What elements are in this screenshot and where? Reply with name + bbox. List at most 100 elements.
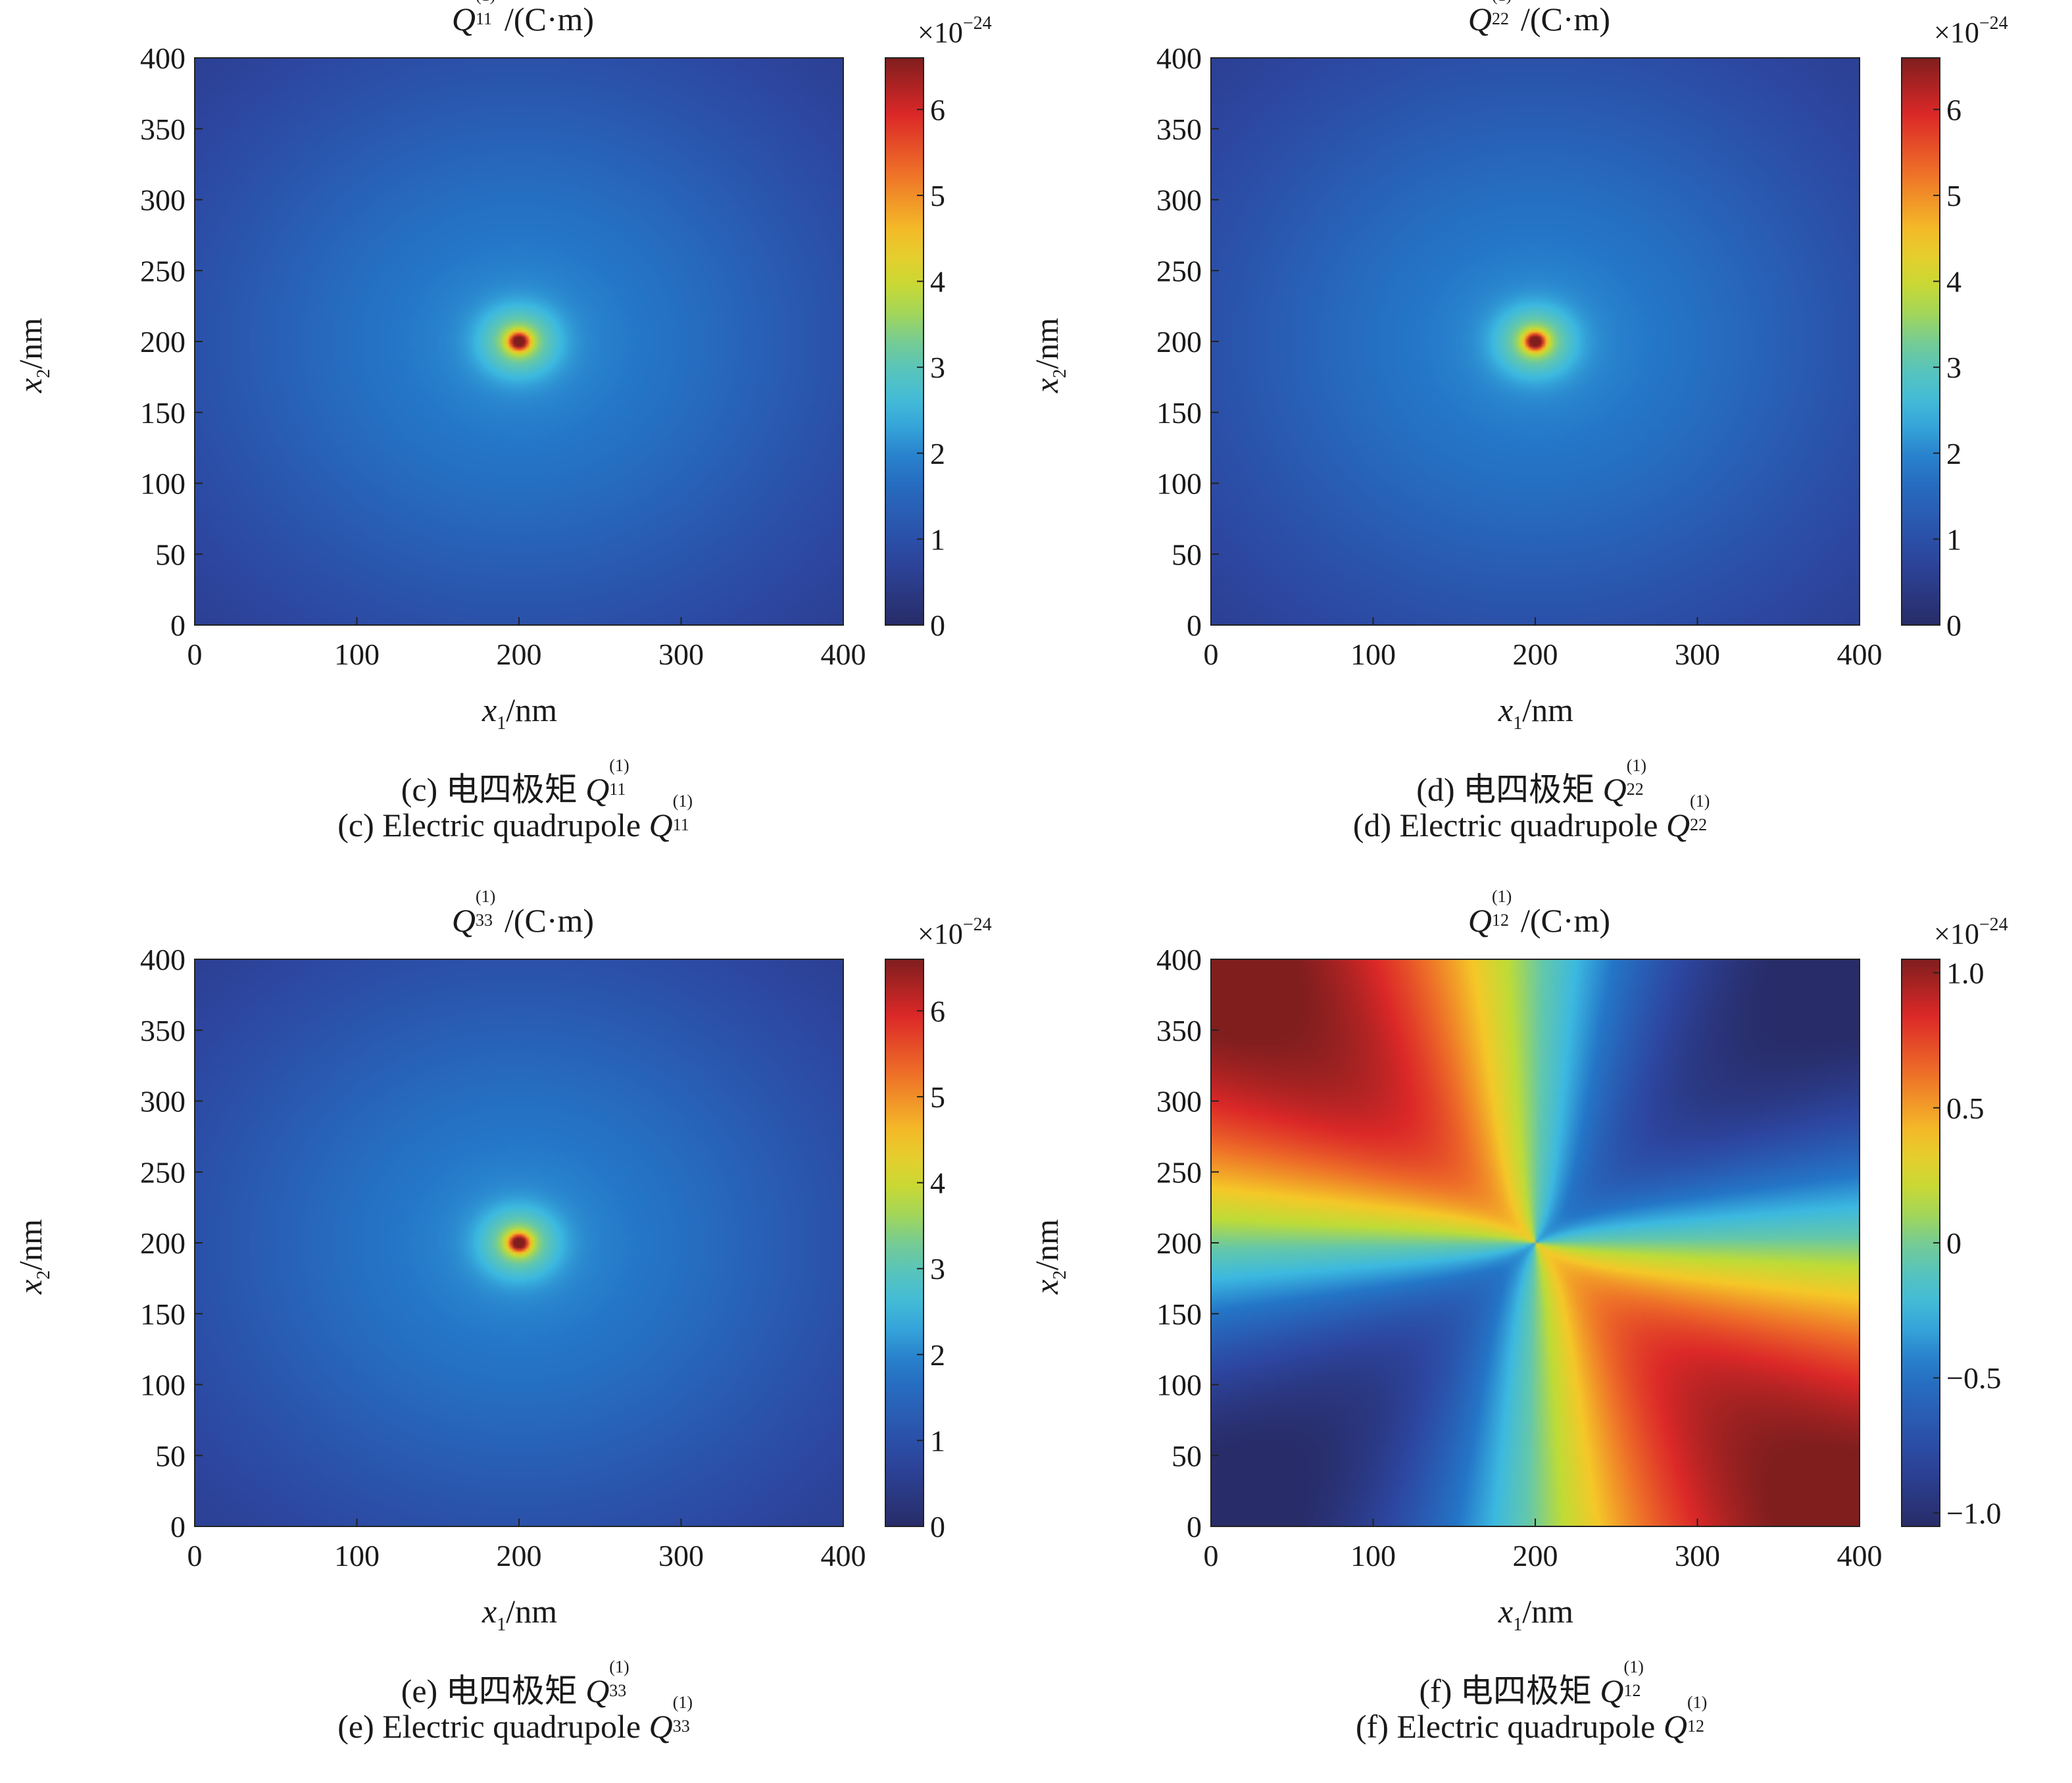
heatmap-chart: 0 100 200 300 400 0 50 100 150 200 250 300 350 400 −1.… — [1156, 943, 2001, 1572]
y-tick-label: 300 — [1156, 1085, 1202, 1118]
x-tick-label: 400 — [821, 638, 866, 671]
colorbar-tick-label: 3 — [1946, 351, 1961, 384]
title-unit: /(C·m) — [505, 902, 595, 939]
x-tick-label: 200 — [1513, 1539, 1558, 1572]
y-tick-label: 400 — [1156, 943, 1202, 976]
y-tick-label: 250 — [140, 1155, 185, 1189]
panel-title: Q (1) 12 /(C·m) — [1431, 887, 1648, 940]
y-tick-label: 150 — [140, 396, 185, 430]
panel-c: Q(1)11/(C·m) ×10−24 x2/nm x1/nm (c) 电四极矩… — [0, 0, 1026, 882]
x-tick-label: 300 — [1675, 1539, 1720, 1572]
y-tick-label: 200 — [1156, 1226, 1202, 1260]
colorbar-multiplier: ×10 — [1934, 918, 1979, 950]
x-axis-var: x — [1498, 691, 1514, 728]
title-subscript: 33 — [476, 911, 493, 930]
colorbar-tick-label: 0 — [1946, 609, 1961, 642]
colorbar-tick-label: 2 — [930, 437, 945, 470]
y-tick-label: 350 — [140, 1014, 185, 1047]
colorbar-tick-label: 2 — [930, 1338, 945, 1372]
colorbar-tick-label: 3 — [930, 351, 945, 384]
y-tick-label: 250 — [140, 254, 185, 288]
x-axis-label: x1/nm — [482, 1592, 557, 1636]
caption-english-text: (e) Electric quadrupole — [337, 1708, 649, 1745]
heatmap-chart: 0 100 200 300 400 0 50 100 150 200 250 300 350 400 0 1 2… — [140, 41, 945, 671]
colorbar-multiplier: ×10 — [918, 16, 963, 49]
colorbar-exponent: −24 — [1979, 915, 2008, 935]
caption-english: (e) Electric quadrupole Q (1) 33 — [337, 1693, 701, 1745]
title-superscript: (1) — [476, 887, 496, 906]
y-tick-label: 250 — [1156, 254, 1202, 288]
caption-english-text: (c) Electric quadrupole — [337, 807, 649, 843]
caption-symbol: Q — [1663, 1708, 1687, 1745]
colorbar — [885, 58, 924, 625]
colorbar-tick-label: 6 — [1946, 93, 1961, 126]
heatmap-chart: 0 100 200 300 400 0 50 100 150 200 250 300 350 400 0 1 2… — [1156, 41, 1961, 671]
title-superscript: (1) — [1492, 887, 1512, 906]
title-superscript: (1) — [476, 0, 495, 5]
y-tick-label: 150 — [1156, 1297, 1202, 1331]
colorbar-tick-label: 5 — [930, 1080, 945, 1114]
caption-superscript: (1) — [672, 1693, 693, 1712]
x-tick-label: 100 — [1350, 638, 1396, 671]
title-symbol: Q — [451, 902, 476, 939]
caption-subscript: 12 — [1687, 1717, 1704, 1736]
colorbar-tick-label: 1 — [930, 1424, 945, 1457]
x-axis-unit: /nm — [506, 1593, 557, 1630]
panel-title: Q(1) 22 /(C·m) — [1431, 0, 1648, 38]
colorbar-tick-label: 3 — [930, 1252, 945, 1286]
x-axis-var: x — [1498, 1593, 1514, 1630]
colorbar-tick-label: 5 — [930, 179, 945, 213]
x-tick-label: 400 — [1837, 1539, 1883, 1572]
caption-chinese: (d) 电四极矩 Q (1) 22 — [1416, 756, 1655, 811]
y-tick-label: 300 — [140, 184, 185, 217]
title-subscript: 11 — [476, 9, 493, 28]
x-tick-label: 0 — [187, 638, 203, 671]
caption-subscript: 11 — [672, 815, 689, 834]
y-tick-label: 200 — [140, 325, 185, 359]
colorbar-scale: ×10−24 — [1934, 13, 2008, 49]
panel-title: Q(1) 11 /(C·m) — [414, 0, 631, 38]
colorbar-tick-label: 0 — [930, 1510, 945, 1544]
x-tick-label: 100 — [334, 1539, 380, 1572]
title-superscript: (1) — [1492, 0, 1512, 5]
y-tick-label: 0 — [1187, 1510, 1202, 1544]
caption-english: (d) Electric quadrupole Q (1) 22 — [1353, 791, 1719, 844]
y-tick-label: 100 — [1156, 1369, 1202, 1402]
y-tick-label: 200 — [140, 1226, 185, 1260]
colorbar-multiplier: ×10 — [918, 918, 963, 950]
colorbar-exponent: −24 — [1979, 13, 2008, 34]
y-tick-label: 50 — [1172, 1439, 1202, 1472]
y-tick-label: 50 — [155, 538, 185, 571]
x-tick-label: 100 — [334, 638, 380, 671]
y-tick-label: 250 — [1156, 1155, 1202, 1189]
caption-superscript: (1) — [1687, 1693, 1708, 1712]
y-tick-label: 400 — [1156, 41, 1202, 75]
y-tick-label: 150 — [1156, 396, 1202, 430]
caption-symbol: Q — [1666, 807, 1690, 843]
colorbar-tick-label: 6 — [930, 994, 945, 1028]
colorbar-tick-label: −1.0 — [1946, 1496, 2001, 1530]
y-tick-label: 400 — [140, 41, 185, 75]
caption-chinese-text: (d) 电四极矩 — [1416, 771, 1603, 808]
caption-subscript: 22 — [1626, 780, 1644, 799]
colorbar-tick-label: 1 — [930, 522, 945, 556]
colorbar-tick-label: 1 — [1946, 522, 1961, 556]
caption-subscript: 33 — [672, 1717, 690, 1736]
y-tick-label: 300 — [1156, 184, 1202, 217]
colorbar-exponent: −24 — [962, 13, 992, 34]
x-tick-label: 400 — [1837, 638, 1883, 671]
caption-symbol: Q — [649, 807, 673, 843]
heatmap-field — [195, 959, 843, 1526]
caption-chinese: (c) 电四极矩 Q (1) 11 — [401, 756, 639, 811]
colorbar-frame — [1901, 57, 1940, 626]
y-tick-label: 350 — [140, 113, 185, 146]
x-tick-label: 100 — [1350, 1539, 1396, 1572]
caption-chinese: (e) 电四极矩 Q (1) 33 — [401, 1657, 639, 1712]
x-axis-unit: /nm — [506, 691, 557, 728]
colorbar-scale: ×10−24 — [1934, 915, 2008, 951]
x-axis-var: x — [482, 691, 497, 728]
colorbar-tick-label: 4 — [930, 1167, 945, 1200]
title-unit: /(C·m) — [505, 1, 595, 38]
x-tick-label: 0 — [187, 1539, 203, 1572]
